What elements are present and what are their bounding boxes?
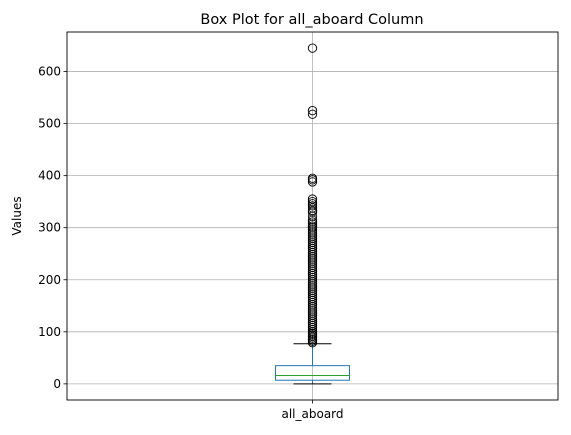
- y-tick-label: 500: [38, 117, 61, 131]
- chart-title: Box Plot for all_aboard Column: [200, 12, 423, 28]
- outlier-point: [307, 43, 318, 53]
- outlier-point: [307, 201, 318, 211]
- outlier-point: [307, 105, 318, 116]
- y-tick-label: 0: [53, 377, 61, 391]
- outlier-point: [307, 219, 318, 229]
- plot-area: [275, 43, 350, 385]
- outlier-point: [307, 215, 318, 225]
- y-tick-label: 600: [38, 65, 61, 79]
- outlier-point: [307, 177, 318, 187]
- y-axis-label: Values: [10, 196, 24, 235]
- x-axis-ticks: all_aboard: [281, 400, 344, 421]
- outlier-point: [307, 338, 318, 348]
- outlier-point: [307, 109, 318, 119]
- outlier-point: [307, 211, 318, 221]
- outlier-point: [307, 207, 318, 217]
- y-tick-label: 100: [38, 325, 61, 339]
- iqr-box: [275, 365, 350, 381]
- outlier-point: [307, 175, 318, 185]
- y-axis-ticks: 0 100 200 300 400 500 600: [38, 65, 67, 391]
- x-tick-label: all_aboard: [281, 407, 343, 421]
- y-tick-label: 300: [38, 221, 61, 235]
- outlier-point: [307, 217, 318, 227]
- y-tick-label: 400: [38, 169, 61, 183]
- y-tick-label: 200: [38, 273, 61, 287]
- outlier-point: [307, 320, 318, 331]
